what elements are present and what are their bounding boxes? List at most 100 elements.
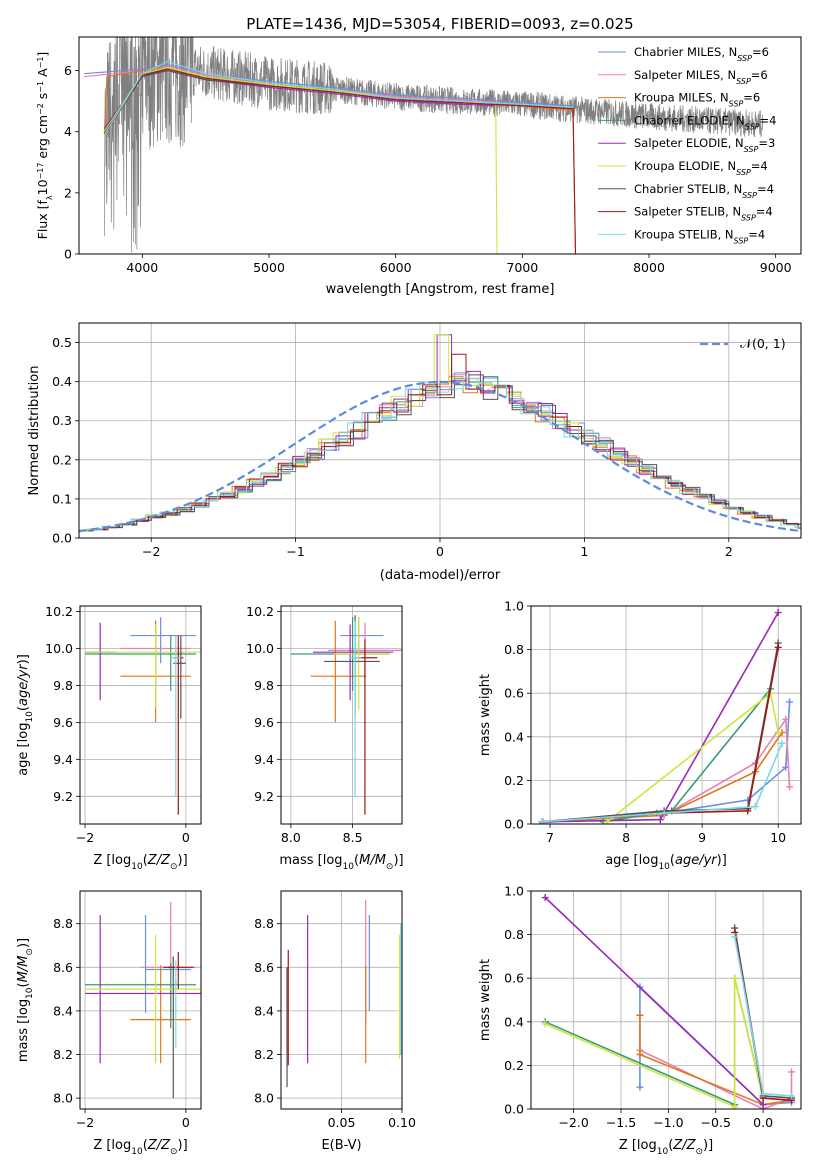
weight-marker-kroupa-stelib xyxy=(759,1090,767,1098)
weight-marker-kroupa-stelib xyxy=(751,803,759,811)
y-tick-label: 9.2 xyxy=(53,789,73,804)
error-bar-point-kroupa-elodie xyxy=(85,624,201,708)
weight-marker-salpeter-stelib xyxy=(774,643,782,651)
weight-marker-salpeter-stelib xyxy=(744,807,752,815)
x-tick-label: 0.0 xyxy=(753,1115,773,1130)
y-tick-label: 8.0 xyxy=(254,1091,274,1106)
y-tick-label: 0.3 xyxy=(52,413,72,428)
y-tick-label: 8.2 xyxy=(254,1047,274,1062)
figure-title: PLATE=1436, MJD=53054, FIBERID=0093, z=0… xyxy=(246,15,633,33)
error-bar-point-kroupa-elodie xyxy=(85,934,201,1064)
y-tick-label: 2 xyxy=(64,185,72,200)
legend-label-6: Kroupa ELODIE, NSSP=4 xyxy=(634,159,768,177)
error-bar-point-salpeter-elodie xyxy=(313,624,394,701)
error-bar-point-chabrier-elodie xyxy=(85,635,196,691)
x-tick-label: −1.5 xyxy=(606,1115,636,1130)
y-tick-label: 9.6 xyxy=(53,715,73,730)
x-tick-label: −2 xyxy=(76,830,94,845)
weight-line-salpeter-elodie xyxy=(544,896,764,1106)
weight-marker-kroupa-elodie xyxy=(774,728,782,736)
weight-marker-kroupa-stelib xyxy=(778,739,786,747)
x-tick-label: −0.5 xyxy=(701,1115,731,1130)
weight-marker-kroupa-stelib xyxy=(731,933,739,941)
axes-residuals: −2 −1 0 1 2 0.0 0.1 0.2 0.3 0.4 0.5 𝒩(0, 1) (data-mo… xyxy=(27,322,802,583)
weight-line-kroupa-elodie xyxy=(544,978,764,1109)
plot-area-residuals xyxy=(79,334,801,533)
axes-frame xyxy=(78,36,802,255)
legend-label-4: Chabrier ELODIE, NSSP=4 xyxy=(634,113,776,130)
y-tick-label: 4 xyxy=(64,124,72,139)
weight-marker-salpeter-miles xyxy=(786,783,794,791)
legend-label-9: Kroupa STELIB, NSSP=4 xyxy=(634,227,765,245)
x-tick-label: −1 xyxy=(286,544,304,559)
mass_vs_Z-y-axis-label: mass [log10(M/M⊙)] xyxy=(16,938,35,1062)
y-tick-label: 0.2 xyxy=(504,1058,524,1073)
y-tick-label: 9.4 xyxy=(254,752,274,767)
x-tick-label: 7 xyxy=(546,830,554,845)
axes-weight_vs_Z: −2.0 −1.5 −1.0 −0.5 0.0 0.0 0.2 0.4 0.6 0.8 1.0 Z [… xyxy=(478,884,802,1157)
y-tick-label: 6 xyxy=(64,63,72,78)
axes-age_vs_mass: 8.0 8.5 9.2 9.4 9.6 9.8 10.0 10.2 mass [log10(M/… xyxy=(246,604,403,872)
y-tick-label: 9.6 xyxy=(254,715,274,730)
x-tick-label: 8 xyxy=(622,830,630,845)
y-tick-label: 1.0 xyxy=(504,599,524,614)
y-tick-label: 8.4 xyxy=(254,1003,274,1018)
spectrum-y-axis-label: Flux [fλ10−17 erg cm−2 s−1 A−1] xyxy=(35,52,54,240)
error-bar-point-chabrier-miles xyxy=(144,914,191,1014)
gaussian-curve xyxy=(79,380,801,533)
y-tick-label: 0.8 xyxy=(504,642,524,657)
y-tick-label: 0.8 xyxy=(504,927,524,942)
plot-area-spectrum xyxy=(84,37,764,254)
error-bar-point-kroupa-miles xyxy=(130,965,191,1064)
residual-histogram-kroupa-stelib xyxy=(79,377,801,532)
axes-mass_vs_ebv: 0.05 0.10 8.0 8.2 8.4 8.6 8.8 E(B-V) xyxy=(254,890,416,1153)
weight_vs_Z-x-axis-label: Z [log10(Z/Z⊙)] xyxy=(619,1138,713,1157)
y-tick-label: 8.8 xyxy=(53,916,73,931)
age_vs_Z-x-axis-label: Z [log10(Z/Z⊙)] xyxy=(93,853,187,872)
error-bar-point-kroupa-stelib xyxy=(348,620,362,797)
weight-marker-kroupa-elodie xyxy=(541,1020,549,1028)
x-tick-label: −2.0 xyxy=(558,1115,588,1130)
y-tick-label: 8.2 xyxy=(53,1047,73,1062)
axes-frame xyxy=(530,890,802,1110)
y-tick-label: 0.4 xyxy=(52,374,72,389)
age_vs_Z-y-axis-label: age [log10(age/yr)] xyxy=(16,654,35,776)
residuals-y-axis-label: Normed distribution xyxy=(27,366,42,496)
model-spectrum-kroupa-stelib xyxy=(103,60,574,136)
x-tick-label: 0.10 xyxy=(388,1115,416,1130)
legend-label-1: Chabrier MILES, NSSP=6 xyxy=(634,45,769,63)
x-tick-label: 9 xyxy=(698,830,706,845)
x-tick-label: 4000 xyxy=(126,260,158,275)
plot-area-weight_vs_age xyxy=(538,609,794,824)
x-tick-label: −1.0 xyxy=(653,1115,683,1130)
y-tick-label: 8.6 xyxy=(254,960,274,975)
y-tick-label: 10.0 xyxy=(246,641,274,656)
y-tick-label: 0.1 xyxy=(52,491,72,506)
x-tick-label: 0.05 xyxy=(328,1115,356,1130)
y-tick-label: 8.6 xyxy=(53,960,73,975)
observed-spectrum xyxy=(103,37,764,253)
weight-marker-kroupa-stelib xyxy=(660,809,668,817)
y-tick-label: 8.4 xyxy=(53,1003,73,1018)
weight-line-kroupa-stelib xyxy=(542,742,783,823)
weight-marker-salpeter-elodie xyxy=(774,609,782,617)
legend-label-8: Salpeter STELIB, NSSP=4 xyxy=(634,205,773,223)
weight-marker-kroupa-elodie xyxy=(603,818,611,824)
y-tick-label: 9.8 xyxy=(53,678,73,693)
plot-area-age_vs_mass xyxy=(290,615,402,815)
axes-frame xyxy=(280,605,403,825)
legend-label-5: Salpeter ELODIE, NSSP=3 xyxy=(634,136,775,154)
weight_vs_age-y-axis-label: mass weight xyxy=(478,674,493,756)
error-bar-point-kroupa-elodie xyxy=(334,617,390,710)
y-tick-label: 0.4 xyxy=(504,729,524,744)
y-tick-label: 10.2 xyxy=(45,604,73,619)
model-spectrum-chabrier-miles xyxy=(84,63,574,107)
y-tick-label: 0.0 xyxy=(504,817,524,832)
residuals-x-axis-label: (data-model)/error xyxy=(380,568,501,583)
x-tick-label: 8.0 xyxy=(281,830,301,845)
axes-spectrum: 4000 5000 6000 7000 8000 9000 0 2 4 6 Chabrier MIL… xyxy=(35,36,802,297)
model-spectrum-kroupa-elodie xyxy=(103,67,498,254)
x-tick-label: 7000 xyxy=(506,260,538,275)
